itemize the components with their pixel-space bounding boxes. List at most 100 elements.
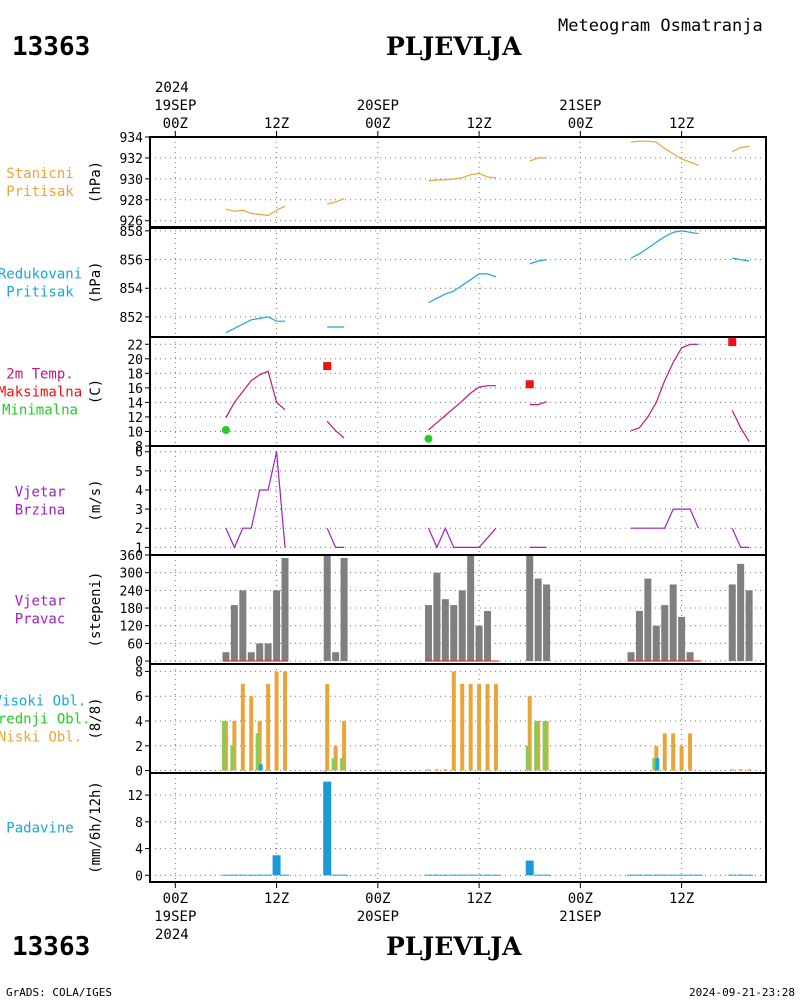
axis-hour-top: 00Z (163, 116, 188, 132)
bar (635, 610, 643, 662)
bar (652, 874, 661, 876)
bar (331, 874, 340, 876)
series-line (529, 401, 547, 406)
unit-label: (m/s) (88, 479, 104, 521)
cloud-bar (662, 733, 667, 771)
series-line (326, 420, 345, 439)
ytick-label: 16 (127, 382, 143, 397)
panel-padavine: 0 4 8 12 (mm/6h/12h) Padavine (6, 772, 767, 884)
bar (467, 555, 475, 662)
panel-brzina: 1 2 3 4 5 6 (m/s) Vjetar Brzina (15, 445, 767, 556)
ytick-label: 934 (120, 131, 144, 146)
panel-redukovani: 852 854 856 858 (hPa) Redukovani Pritisak (0, 225, 767, 338)
unit-label: (8/8) (88, 697, 104, 739)
series-line (631, 508, 700, 529)
axis-hour-bottom: 00Z (163, 891, 188, 907)
series-line (630, 140, 699, 166)
cloud-bar (340, 758, 345, 771)
max-temp-marker (323, 362, 332, 371)
bar (222, 652, 230, 662)
series-line (428, 385, 496, 431)
unit-label: (stepeni) (88, 572, 104, 648)
ytick-label: 12 (127, 789, 143, 804)
ytick-label: 928 (120, 194, 143, 209)
series-line (428, 172, 497, 182)
series-line (225, 205, 286, 217)
cloud-bar (240, 683, 245, 771)
bar (677, 874, 686, 876)
cloud-bar (655, 758, 660, 771)
bar (686, 652, 694, 662)
bar (458, 590, 466, 662)
series-line (225, 370, 286, 418)
cloud-bar (493, 683, 498, 771)
unit-label: (hPa) (88, 161, 104, 203)
series-line (630, 343, 699, 432)
bar (745, 590, 753, 662)
bar (273, 590, 281, 662)
series-line (326, 527, 345, 548)
ytick-label: 2 (135, 522, 143, 537)
cloud-bar (230, 745, 235, 771)
bar (272, 855, 281, 876)
series-line (731, 527, 750, 548)
top-time-axis: 19SEP 00Z 12Z 20SEP 00Z 12Z 21SEP 00Z 12Z (154, 98, 694, 137)
bar (694, 874, 703, 876)
bar (669, 584, 677, 662)
cloud-bar (443, 769, 448, 771)
max-temp-marker (525, 380, 534, 389)
panel-label: Stanicni (6, 166, 73, 182)
ytick-label: 858 (120, 225, 143, 240)
panel-label: Pritisak (6, 285, 74, 301)
bar (475, 874, 484, 876)
ytick-label: 60 (127, 637, 143, 652)
axis-date-bottom: 21SEP (559, 909, 601, 925)
station-name-top: PLJEVLJA (386, 32, 522, 61)
bar (626, 874, 635, 876)
bar (661, 605, 669, 662)
cloud-bar (434, 769, 439, 771)
bar (635, 874, 644, 876)
bar (643, 874, 652, 876)
bar (230, 605, 238, 662)
min-temp-marker (221, 426, 230, 435)
bar (475, 625, 483, 662)
bar (686, 874, 695, 876)
bar (281, 557, 289, 662)
meteogram-panels: 926928930932934(hPa)StanicniPritisak8528… (0, 131, 767, 884)
bar (256, 643, 264, 662)
axis-hour-top: 00Z (568, 116, 593, 132)
bar (264, 874, 273, 876)
ytick-label: 4 (135, 843, 143, 858)
cloud-bar (283, 671, 288, 771)
cloud-bar (331, 758, 336, 771)
bar (660, 874, 669, 876)
panel-label: Visoki Obl. (0, 694, 86, 710)
series-line (427, 526, 497, 549)
cloud-bar (688, 733, 693, 771)
axis-hour-top: 12Z (466, 116, 491, 132)
bar (433, 572, 441, 662)
axis-hour-bottom: 12Z (466, 891, 491, 907)
panel-label: Vjetar (15, 594, 66, 610)
bar (483, 874, 492, 876)
bar (525, 860, 534, 876)
bar (323, 781, 332, 876)
cloud-bar (525, 745, 530, 771)
series-line (731, 145, 750, 153)
series-line (327, 198, 345, 205)
panel-label: Pravac (15, 612, 66, 628)
ytick-label: 20 (127, 353, 143, 368)
bar (432, 874, 441, 876)
panel-stanicni: 926 928 930 932 934 (hPa) Stanicni Pritisak (6, 131, 767, 230)
ytick-label: 360 (120, 549, 143, 564)
cloud-bar (534, 720, 539, 771)
axis-hour-bottom: 12Z (669, 891, 694, 907)
cloud-bar (679, 745, 684, 771)
bar (449, 874, 458, 876)
series-line (731, 410, 750, 442)
ytick-label: 852 (120, 311, 143, 326)
ytick-label: 18 (127, 367, 143, 382)
bar (450, 605, 458, 662)
